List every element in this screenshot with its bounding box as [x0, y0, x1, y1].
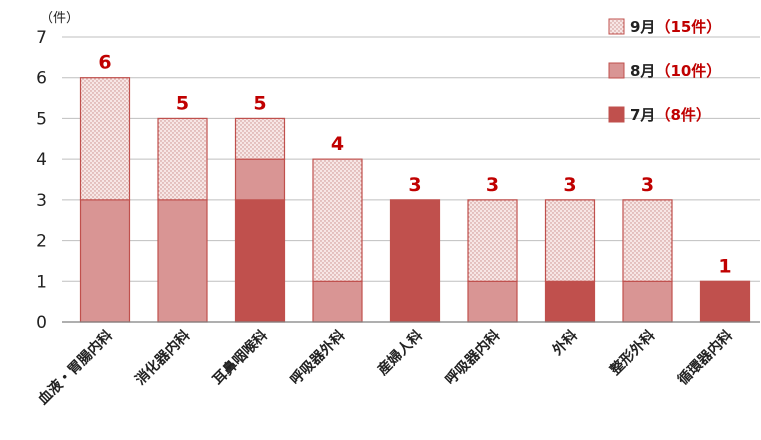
- bar-segment-9月: [157, 117, 208, 201]
- total-label: 3: [486, 174, 499, 196]
- bar-segment-9月: [622, 199, 673, 282]
- y-tick-label: 6: [36, 69, 47, 89]
- y-tick-label: 1: [36, 272, 47, 292]
- legend-month: 9月: [630, 18, 655, 36]
- total-label: 1: [718, 255, 731, 277]
- legend-count: （10件）: [655, 62, 721, 80]
- y-tick-label: 5: [36, 109, 47, 129]
- bar-segment-7月: [544, 280, 596, 323]
- x-category-label: 血液・胃腸内科: [35, 327, 116, 408]
- legend-swatch-9月: [608, 18, 625, 35]
- legend-count: （15件）: [655, 18, 721, 36]
- y-tick-label: 0: [36, 313, 47, 333]
- x-category-label: 耳鼻咽喉科: [209, 327, 271, 389]
- bar-segment-9月: [467, 199, 518, 282]
- total-label: 5: [253, 92, 266, 114]
- legend-swatch-8月: [608, 62, 625, 79]
- y-unit-label: （件）: [40, 11, 79, 26]
- legend-swatch-7月: [608, 106, 625, 123]
- bar-segment-8月: [234, 158, 286, 201]
- bar-segment-7月: [389, 199, 441, 323]
- bar-segment-9月: [234, 117, 286, 160]
- total-label: 3: [641, 174, 654, 196]
- legend: 9月（15件） 8月（10件） 7月（8件）: [608, 18, 721, 124]
- x-category-label: 呼吸器外科: [287, 327, 349, 389]
- x-category-label: 呼吸器内科: [442, 327, 504, 389]
- total-label: 6: [98, 52, 111, 74]
- legend-count: （8件）: [655, 106, 710, 124]
- bar-segment-9月: [544, 199, 596, 282]
- legend-entry-9月: 9月（15件）: [630, 18, 721, 36]
- total-label: 4: [331, 133, 344, 155]
- legend-month: 8月: [630, 62, 655, 80]
- legend-entry-8月: 8月（10件）: [630, 62, 721, 80]
- legend-month: 7月: [630, 106, 655, 124]
- bar-segment-9月: [312, 158, 363, 282]
- x-category-label: 外科: [549, 327, 581, 359]
- y-tick-label: 2: [36, 232, 47, 252]
- bars: [79, 77, 751, 323]
- legend-entry-7月: 7月（8件）: [630, 106, 711, 124]
- total-label: 3: [563, 174, 576, 196]
- bar-segment-7月: [699, 280, 751, 323]
- bar-segment-7月: [234, 199, 286, 323]
- total-label: 3: [408, 174, 421, 196]
- total-label: 5: [176, 92, 189, 114]
- y-tick-label: 4: [36, 150, 47, 170]
- bar-segment-8月: [79, 199, 131, 323]
- x-category-label: 整形外科: [606, 327, 658, 379]
- bar-segment-8月: [312, 280, 363, 323]
- axes: 0 1 2 3 4 5 6 7 （件）: [36, 11, 760, 333]
- bar-segment-8月: [467, 280, 518, 323]
- bar-segment-8月: [157, 199, 208, 323]
- bar-segment-8月: [622, 280, 673, 323]
- x-category-label: 産婦人科: [374, 327, 426, 379]
- y-tick-label: 7: [36, 28, 47, 48]
- x-category-label: 消化器内科: [132, 327, 194, 389]
- x-category-label: 循環器内科: [674, 327, 736, 389]
- y-tick-label: 3: [36, 191, 47, 211]
- bar-segment-9月: [79, 77, 131, 201]
